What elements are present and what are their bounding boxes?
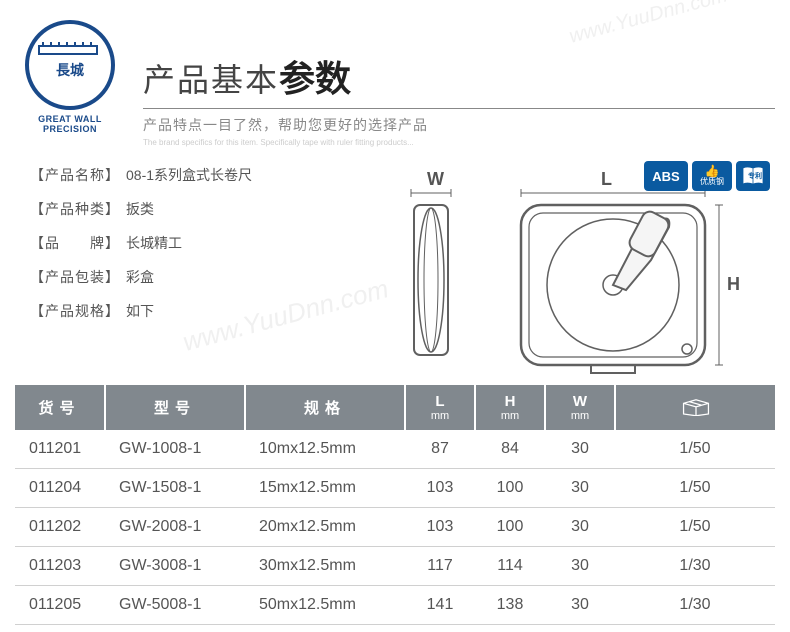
table-row: 011204GW-1508-115mx12.5mm103100301/50 <box>15 469 775 508</box>
diagram-front-view: L H <box>491 165 751 375</box>
product-attributes: 【产品名称】08-1系列盒式长卷尺 【产品种类】扳类 【品 牌】长城精工 【产品… <box>30 165 370 375</box>
svg-text:H: H <box>727 274 740 294</box>
table-header-row: 货号 型号 规格 Lmm Hmm Wmm <box>15 385 775 430</box>
header: 長城 GREAT WALL PRECISION 产品基本参数 产品特点一目了然，… <box>0 0 790 147</box>
logo-subtext: GREAT WALL PRECISION <box>15 114 125 134</box>
dimension-diagram: ABS 👍优质钢 专利 W L H <box>370 165 770 375</box>
attr-spec: 【产品规格】如下 <box>30 301 370 321</box>
attr-name: 【产品名称】08-1系列盒式长卷尺 <box>30 165 370 185</box>
col-h: Hmm <box>475 385 545 430</box>
badge-patent-icon: 专利 <box>736 161 770 191</box>
svg-text:专利: 专利 <box>748 171 762 180</box>
spec-table: 货号 型号 规格 Lmm Hmm Wmm 011201GW-1008-110mx… <box>0 385 790 625</box>
badge-quality-steel: 👍优质钢 <box>692 161 732 191</box>
table-row: 011202GW-2008-120mx12.5mm103100301/50 <box>15 508 775 547</box>
box-icon <box>680 396 712 416</box>
table-row: 011203GW-3008-130mx12.5mm117114301/30 <box>15 547 775 586</box>
col-w: Wmm <box>545 385 615 430</box>
table-row: 011201GW-1008-110mx12.5mm8784301/50 <box>15 430 775 469</box>
page-subtitle: 产品特点一目了然，帮助您更好的选择产品 <box>143 115 775 135</box>
svg-text:L: L <box>601 169 612 189</box>
badge-abs: ABS <box>644 161 688 191</box>
table-row: 011205GW-5008-150mx12.5mm141138301/30 <box>15 586 775 625</box>
decorative-text: The brand specifics for this item. Speci… <box>143 138 775 147</box>
col-code: 货号 <box>15 385 105 430</box>
attr-package: 【产品包装】彩盒 <box>30 267 370 287</box>
attr-brand: 【品 牌】长城精工 <box>30 233 370 253</box>
page-title: 产品基本参数 <box>143 50 775 109</box>
attr-type: 【产品种类】扳类 <box>30 199 370 219</box>
col-package-qty <box>615 385 775 430</box>
col-spec: 规格 <box>245 385 405 430</box>
svg-text:W: W <box>427 169 444 189</box>
diagram-side-view: W <box>389 165 479 365</box>
brand-logo: 長城 GREAT WALL PRECISION <box>15 20 125 134</box>
col-l: Lmm <box>405 385 475 430</box>
col-model: 型号 <box>105 385 245 430</box>
